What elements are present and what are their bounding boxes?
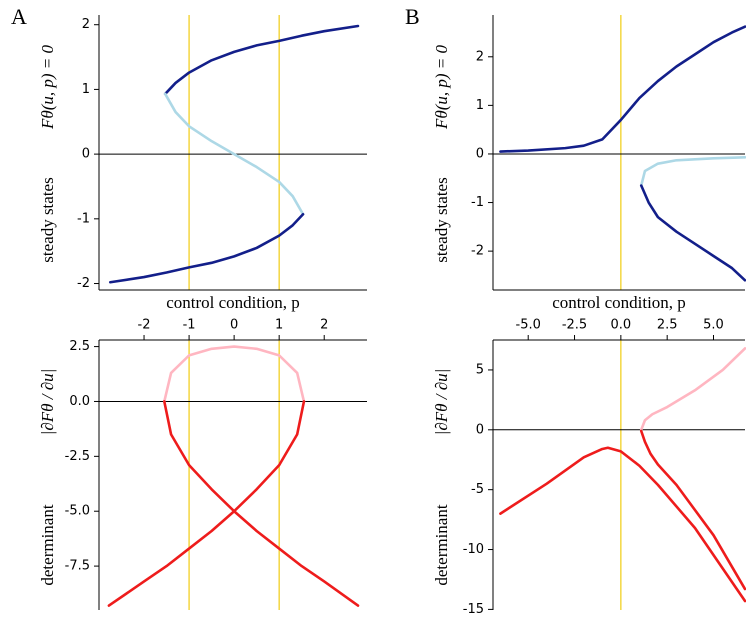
x-tick-label: 0 — [230, 318, 238, 333]
x-tick-label: -2 — [138, 318, 151, 333]
y-axis-label: determinant — [38, 504, 57, 585]
y-tick-label: -2.5 — [65, 449, 90, 464]
x-tick-label: -5.0 — [516, 318, 541, 333]
curve — [163, 400, 360, 607]
y-tick-label: 2.5 — [69, 339, 90, 354]
y-tick-label: 0 — [476, 146, 484, 161]
x-tick-label: -2.5 — [562, 318, 587, 333]
y-tick-label: 0 — [476, 422, 484, 437]
curve — [163, 345, 306, 403]
y-tick-label: -2 — [471, 244, 484, 259]
curve — [639, 429, 746, 591]
curve — [499, 446, 746, 603]
x-axis-label: control condition, p — [552, 293, 686, 312]
y-axis-label-formula: |∂Fθ / ∂u| — [38, 369, 57, 436]
y-tick-label: -5 — [471, 482, 484, 497]
y-tick-label: 0.0 — [69, 394, 90, 409]
curve — [499, 25, 746, 153]
x-tick-label: -1 — [183, 318, 196, 333]
y-tick-label: -10 — [463, 542, 484, 557]
x-tick-label: 5.0 — [703, 318, 724, 333]
y-tick-label: -5.0 — [65, 504, 90, 519]
curve — [639, 156, 746, 187]
y-axis-label-formula: Fθ(u, p) = 0 — [38, 44, 57, 130]
curve — [639, 184, 746, 282]
x-tick-label: 0.0 — [611, 318, 632, 333]
y-axis-label: determinant — [432, 504, 451, 585]
y-tick-label: -2 — [77, 276, 90, 291]
y-tick-label: 2 — [82, 17, 90, 32]
panel-label: A — [11, 4, 27, 29]
y-axis-label-formula: Fθ(u, p) = 0 — [432, 44, 451, 130]
x-tick-label: 2.5 — [657, 318, 678, 333]
y-axis-label-formula: |∂Fθ / ∂u| — [432, 369, 451, 436]
y-axis-label: steady states — [432, 177, 451, 262]
y-tick-label: 1 — [476, 98, 484, 113]
y-tick-label: 1 — [82, 82, 90, 97]
y-axis-label: steady states — [38, 177, 57, 262]
x-tick-label: 1 — [275, 318, 283, 333]
y-tick-label: 0 — [82, 147, 90, 162]
y-tick-label: -7.5 — [65, 559, 90, 574]
curve — [107, 400, 306, 607]
x-tick-label: 2 — [320, 318, 328, 333]
curve — [108, 212, 305, 284]
y-tick-label: -1 — [77, 211, 90, 226]
y-tick-label: -15 — [463, 602, 484, 617]
y-tick-label: 2 — [476, 49, 484, 64]
y-tick-label: -1 — [471, 195, 484, 210]
y-tick-label: 5 — [476, 362, 484, 377]
curve — [163, 24, 360, 96]
curve — [639, 347, 746, 432]
curve — [163, 92, 305, 216]
x-axis-label: control condition, p — [166, 293, 300, 312]
panel-label: B — [405, 4, 420, 29]
